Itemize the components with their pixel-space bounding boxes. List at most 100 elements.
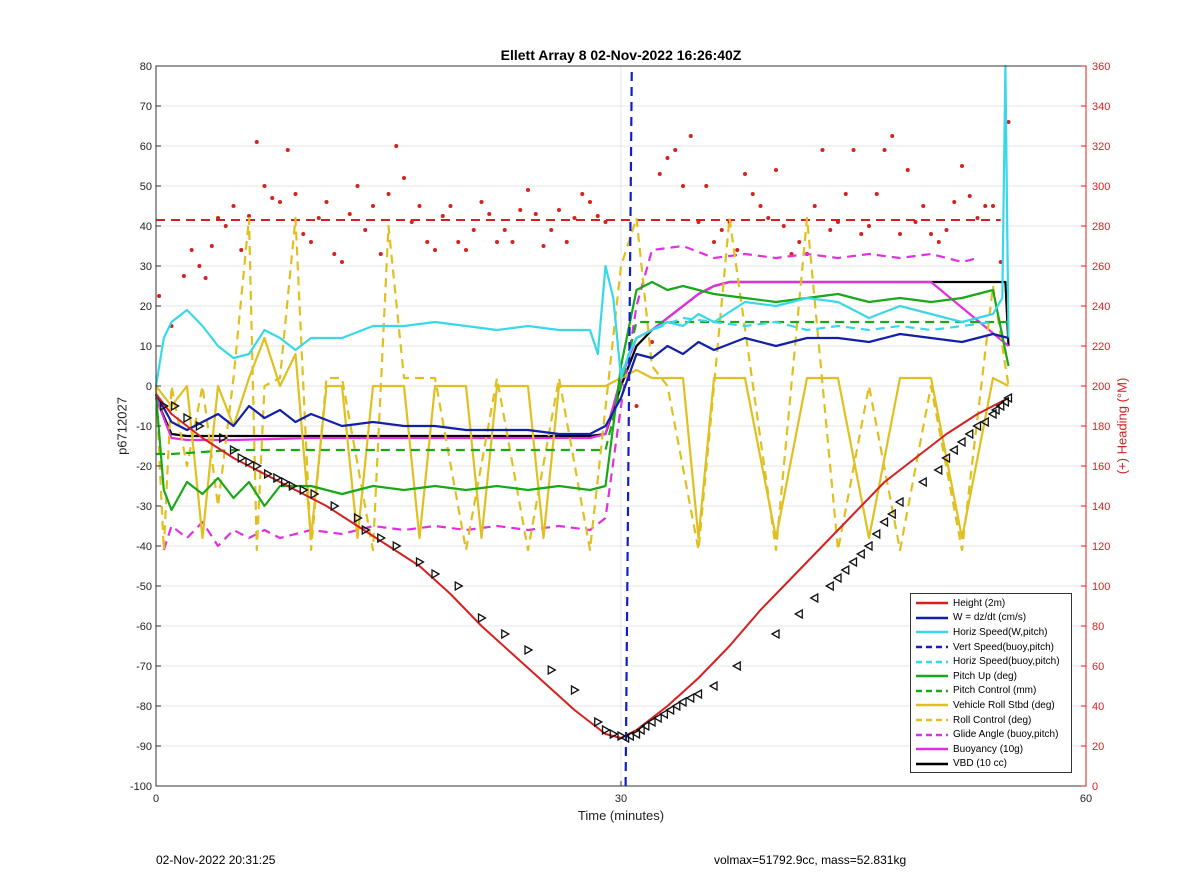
y2-tick-label: 320 [1092,141,1110,153]
marker-layer [160,392,1013,744]
heading-point [510,240,515,244]
profile-marker [245,456,255,468]
heading-point [812,204,817,208]
heading-point [479,200,484,204]
y2-axis-label: (+) Heading (°M) [1114,377,1130,475]
profile-marker [594,716,604,728]
heading-point [595,214,600,218]
heading-point [696,220,701,224]
series-pitch-up-deg [154,280,1010,512]
heading-point [921,204,926,208]
heading-point [355,184,360,188]
heading-point [189,248,194,252]
heading-point [704,184,709,188]
heading-point [347,212,352,216]
series-layer [154,64,1011,787]
heading-point [209,244,214,248]
legend-label: Roll Control (deg) [953,714,1032,726]
heading-point [983,204,988,208]
heading-point [409,220,414,224]
heading-point [278,200,282,204]
y-tick-label: -80 [136,701,152,713]
x-axis-label: Time (minutes) [577,808,665,823]
heading-point [820,148,825,152]
profile-marker [288,480,298,492]
profile-marker [415,556,425,568]
legend-label: Vert Speed(buoy,pitch) [953,641,1054,653]
y2-tick-label: 60 [1092,661,1104,673]
profile-marker [310,488,320,500]
legend-entry: Horiz Speed(buoy,pitch) [915,654,1067,669]
profile-marker [635,724,645,736]
profile-marker [793,608,803,620]
profile-marker [972,420,982,432]
legend-entry: Vert Speed(buoy,pitch) [915,640,1067,655]
profile-marker [832,572,842,584]
heading-point [254,140,259,144]
heading-point [967,194,972,198]
heading-point [936,240,941,244]
profile-marker [361,524,371,536]
heading-point [309,240,313,244]
y-tick-label: 30 [140,261,152,273]
heading-point [843,192,848,196]
y-tick-label: -30 [136,501,152,513]
legend-label: Height (2m) [953,597,1006,609]
legend-label: Vehicle Roll Stbd (deg) [953,699,1055,711]
heading-point [181,274,186,278]
heading-point [859,232,864,236]
legend-swatch [916,660,948,663]
y2-tick-label: 280 [1092,221,1110,233]
heading-point [572,216,577,220]
y-tick-label: -60 [136,621,152,633]
heading-point [394,144,399,148]
heading-point [781,224,786,228]
heading-point [223,224,228,228]
profile-marker [218,432,228,444]
heading-point [231,204,236,208]
profile-marker [855,548,865,560]
legend-entry: Horiz Speed(W,pitch) [915,625,1067,640]
y-tick-label: -90 [136,741,152,753]
legend-swatch [916,631,948,634]
y2-tick-label: 0 [1092,781,1098,793]
profile-marker [263,468,273,480]
profile-marker [601,724,611,736]
profile-marker [524,644,534,656]
profile-marker [624,730,634,742]
heading-point [657,172,662,176]
y-tick-label: -20 [136,461,152,473]
heading-point [681,184,685,188]
y2-tick-label: 160 [1092,461,1110,473]
heading-point [991,204,995,208]
legend-swatch [916,733,948,736]
y-tick-label: -70 [136,661,152,673]
heading-point [1006,120,1011,124]
y2-tick-label: 120 [1092,541,1110,553]
y-tick-label: 20 [140,301,152,313]
y2-tick-label: 220 [1092,341,1110,353]
heading-point [270,196,275,200]
heading-point [867,224,871,228]
heading-point [340,260,344,264]
heading-point [882,148,887,152]
heading-point [157,294,162,298]
y2-tick-label: 80 [1092,621,1104,633]
heading-point [975,216,980,220]
profile-marker [987,408,997,420]
heading-point [688,134,693,138]
legend-swatch [916,645,948,649]
profile-marker [431,568,441,580]
y2-tick-label: 240 [1092,301,1110,313]
profile-marker [848,556,858,568]
heading-point [433,248,437,252]
heading-point [541,244,546,248]
profile-marker [995,400,1005,412]
legend-entry: Buoyancy (10g) [915,742,1067,757]
profile-marker [229,444,239,456]
heading-point [719,228,724,232]
profile-marker [693,688,703,700]
legend-swatch [916,704,948,707]
profile-marker [652,712,662,724]
legend: Height (2m) W = dz/dt (cm/s) Horiz Speed(W… [910,593,1072,773]
